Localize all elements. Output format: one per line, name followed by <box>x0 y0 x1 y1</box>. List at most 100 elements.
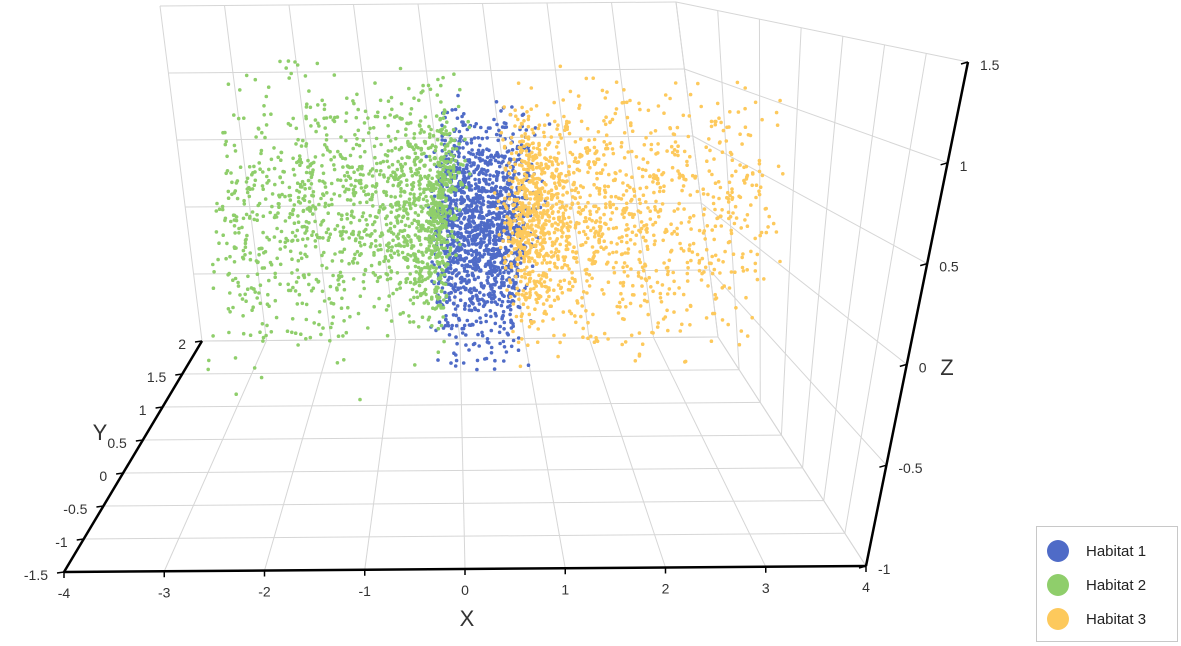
data-point <box>656 210 660 214</box>
data-point <box>262 104 266 108</box>
data-point <box>699 278 704 282</box>
data-point <box>640 174 645 179</box>
data-point <box>576 94 581 98</box>
data-point <box>500 293 505 297</box>
data-point <box>467 323 472 327</box>
data-point <box>307 186 312 190</box>
data-point <box>373 238 378 243</box>
data-point <box>555 127 559 131</box>
data-point <box>462 155 466 160</box>
data-point <box>496 253 500 258</box>
data-point <box>402 208 406 213</box>
data-point <box>737 342 742 347</box>
grid-line <box>201 336 719 342</box>
data-point <box>506 239 511 244</box>
data-point <box>433 290 437 295</box>
data-point <box>484 247 489 251</box>
data-point <box>423 236 428 241</box>
data-point <box>519 150 523 154</box>
data-point <box>484 262 488 267</box>
data-point <box>646 108 651 113</box>
data-point <box>446 323 451 328</box>
data-point <box>681 113 686 118</box>
data-point <box>522 144 526 148</box>
data-point <box>488 126 492 130</box>
data-point <box>675 232 679 236</box>
data-point <box>558 132 562 137</box>
data-point <box>414 280 418 285</box>
data-point <box>211 262 215 267</box>
data-point <box>324 266 329 270</box>
data-point <box>716 180 721 184</box>
data-point <box>319 332 323 337</box>
data-point <box>675 226 679 231</box>
data-point <box>436 281 441 286</box>
data-point <box>535 300 539 305</box>
data-point <box>607 252 612 256</box>
data-point <box>389 221 393 226</box>
data-point <box>396 253 401 257</box>
data-point <box>685 260 690 265</box>
data-point <box>472 136 477 140</box>
data-point <box>481 177 486 182</box>
data-point <box>260 322 265 326</box>
data-point <box>258 330 262 335</box>
legend-item-habitat-3[interactable]: Habitat 3 <box>1047 607 1146 631</box>
data-point <box>491 296 496 301</box>
data-point <box>378 161 383 165</box>
data-point <box>544 275 549 279</box>
data-point <box>324 145 329 150</box>
data-point <box>463 256 467 261</box>
data-point <box>299 160 304 165</box>
data-point <box>498 189 503 194</box>
data-point <box>295 228 300 233</box>
data-point <box>455 238 459 242</box>
data-point <box>580 208 584 213</box>
data-point <box>578 137 583 141</box>
data-point <box>421 83 425 88</box>
data-point <box>642 224 646 228</box>
data-point <box>291 156 295 161</box>
data-point <box>524 240 528 245</box>
data-point <box>290 271 294 275</box>
data-point <box>402 202 407 207</box>
data-point <box>518 364 523 369</box>
legend-item-habitat-1[interactable]: Habitat 1 <box>1047 539 1146 563</box>
data-point <box>266 292 270 297</box>
data-point <box>243 245 248 249</box>
data-point <box>496 138 501 143</box>
data-point <box>562 278 567 283</box>
data-point <box>415 197 419 201</box>
data-point <box>487 262 492 267</box>
data-point <box>296 195 301 200</box>
data-point <box>565 191 569 195</box>
data-point <box>439 100 443 104</box>
data-point <box>622 317 626 322</box>
data-point <box>389 95 394 100</box>
data-point <box>378 172 382 177</box>
data-point <box>226 196 231 200</box>
data-point <box>435 182 440 186</box>
legend-item-habitat-2[interactable]: Habitat 2 <box>1047 573 1146 597</box>
data-point <box>313 118 318 122</box>
data-point <box>433 148 438 153</box>
data-point <box>421 197 426 202</box>
data-point <box>608 141 612 146</box>
data-point <box>629 333 634 338</box>
data-point <box>564 244 569 248</box>
data-point <box>376 248 381 252</box>
data-point <box>399 180 403 184</box>
data-point <box>383 254 388 259</box>
data-point <box>412 192 416 197</box>
data-point <box>294 142 298 146</box>
data-point <box>464 333 468 337</box>
data-point <box>585 267 589 272</box>
data-point <box>688 323 692 327</box>
data-point <box>277 195 282 199</box>
data-point <box>638 230 643 234</box>
data-point <box>517 305 522 310</box>
grid-line <box>182 369 740 375</box>
data-point <box>611 265 616 270</box>
data-point <box>263 135 267 140</box>
data-point <box>454 253 458 257</box>
